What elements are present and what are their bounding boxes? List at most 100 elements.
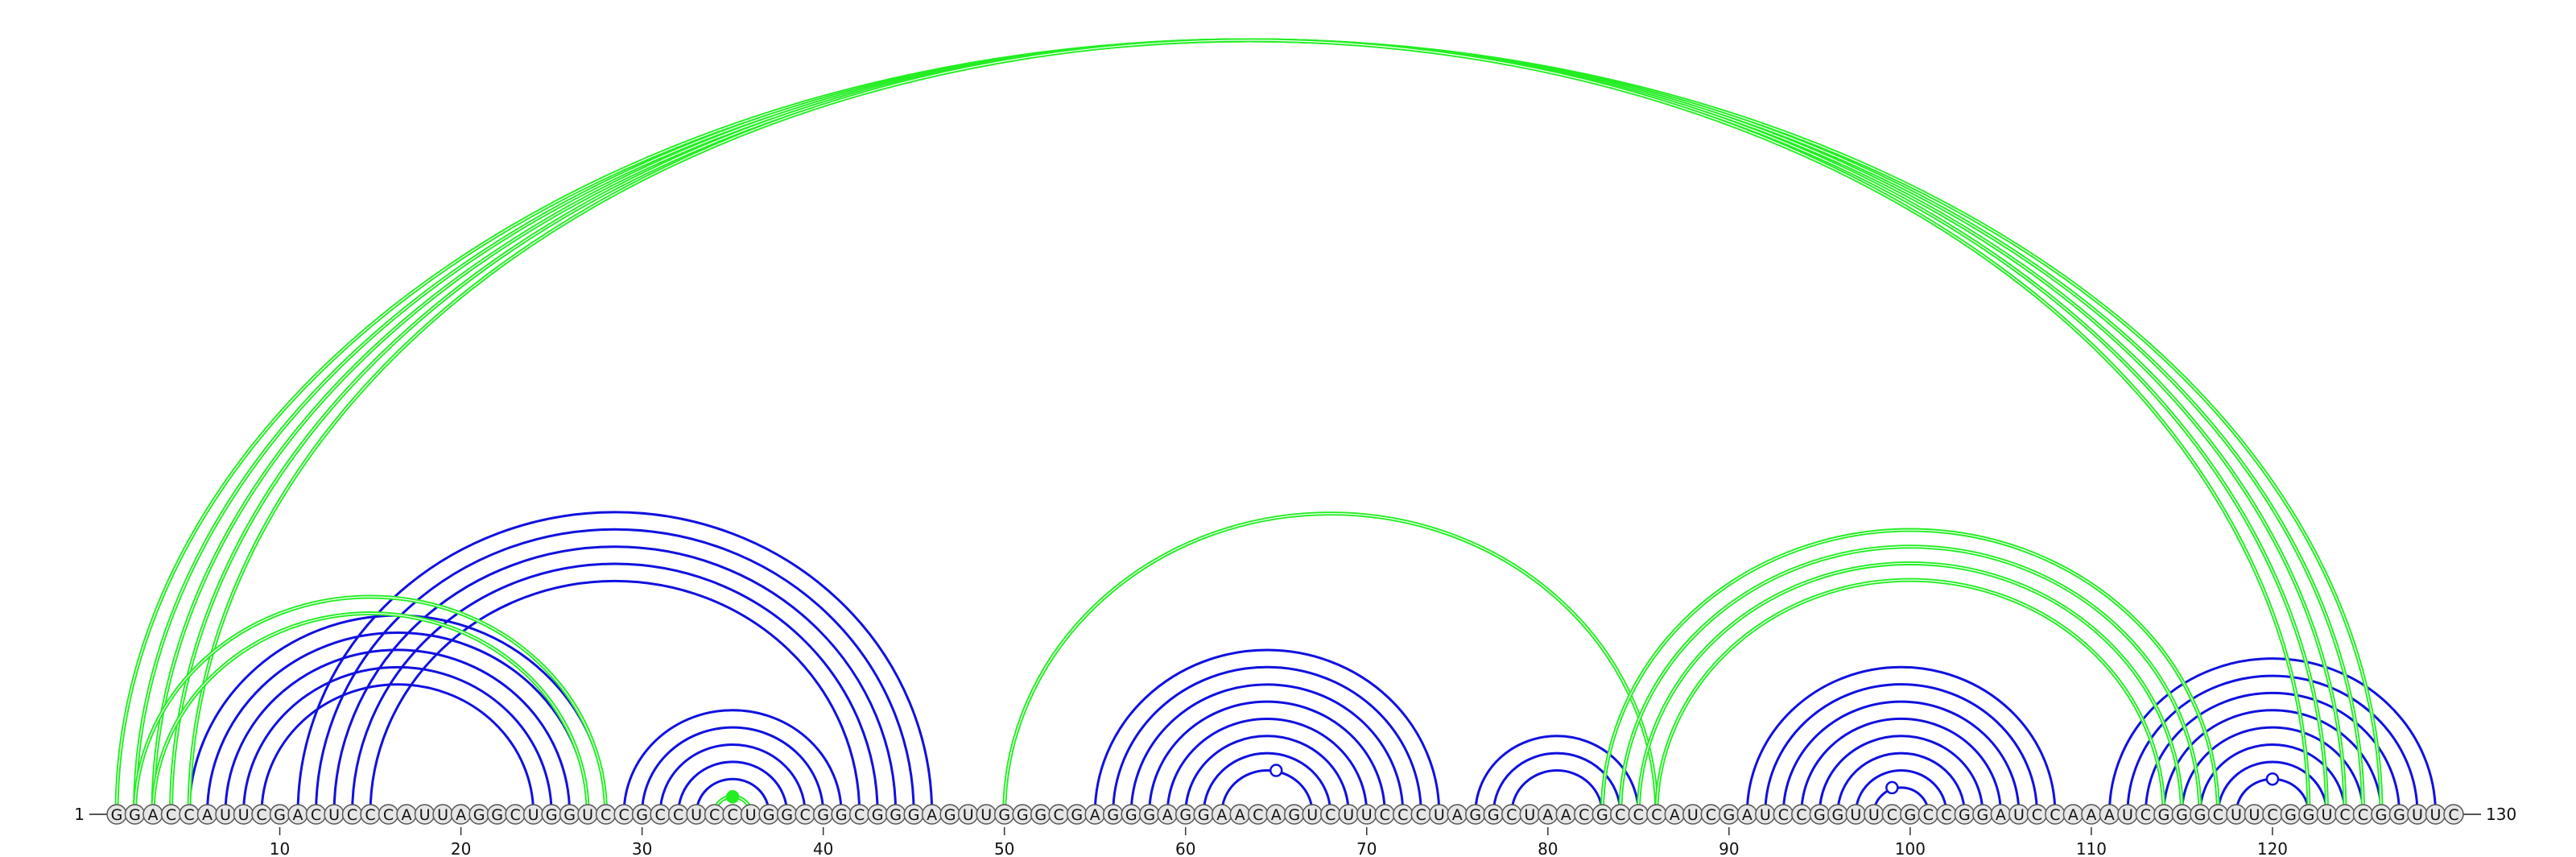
nucleotide-letter: G <box>546 806 558 824</box>
nucleotide-10: G <box>269 804 291 825</box>
tick-label-90: 90 <box>1719 839 1739 857</box>
nucleotide-letter: G <box>1125 806 1137 824</box>
nucleotide-55: A <box>1084 804 1105 825</box>
nucleotide-letter: U <box>1868 806 1880 824</box>
canonical-pair-arc-95-104 <box>1818 735 1984 814</box>
nucleotide-56: G <box>1102 804 1124 825</box>
nucleotide-letter: C <box>601 806 611 824</box>
nucleotide-9: C <box>251 804 272 825</box>
canonical-pair-arc-111-129 <box>2107 657 2437 814</box>
nucleotide-letter: C <box>1397 806 1408 824</box>
nucleotide-104: G <box>1972 804 1993 825</box>
nucleotide-letter: U <box>1687 806 1699 824</box>
nucleotide-letter: U <box>437 806 448 824</box>
canonical-pair-arc-78-83 <box>1510 769 1604 814</box>
nucleotide-13: U <box>324 804 345 825</box>
nucleotide-letter: C <box>1633 806 1644 824</box>
nucleotide-letter: G <box>908 806 920 824</box>
nucleotide-100: G <box>1900 804 1921 825</box>
nucleotide-letter: C <box>800 806 811 824</box>
nucleotide-letter: G <box>763 806 775 824</box>
noncanonical-pair-arc-core-2-125 <box>135 40 2363 814</box>
sequence-end-label: 130 <box>2486 805 2516 824</box>
nucleotide-letter: G <box>1977 806 1989 824</box>
nucleotide-letter: U <box>2322 806 2333 824</box>
tick-label-10: 10 <box>270 839 290 857</box>
nucleotide-letter: G <box>781 806 793 824</box>
noncanonical-pair-arc-core-3-124 <box>152 39 2346 814</box>
canonical-pair-arc-32-38 <box>677 760 789 814</box>
noncanonical-pair-arc-3-124 <box>151 38 2347 814</box>
nucleotide-41: G <box>831 804 852 825</box>
nucleotide-8: U <box>233 804 254 825</box>
nucleotide-letter: A <box>1235 806 1245 824</box>
nucleotide-letter: C <box>673 806 683 824</box>
nucleotide-17: A <box>396 804 417 825</box>
noncanonical-pair-arc-core-5-122 <box>189 40 2309 814</box>
nucleotide-letter: U <box>2412 806 2423 824</box>
canonical-pair-arc-31-39 <box>658 743 807 814</box>
nucleotide-29: C <box>613 804 634 825</box>
nucleotide-106: U <box>2008 804 2029 825</box>
nucleotide-letter: C <box>311 806 321 824</box>
nucleotide-letter: U <box>1524 806 1535 824</box>
nucleotide-letter: G <box>129 806 141 824</box>
nucleotide-letter: C <box>383 806 394 824</box>
nucleotide-32: C <box>667 804 689 825</box>
nucleotide-85: C <box>1628 804 1649 825</box>
nucleotide-36: U <box>740 804 762 825</box>
nucleotide-letter: G <box>1488 806 1500 824</box>
loop-marker-120 <box>2265 772 2280 786</box>
nucleotide-letter: G <box>817 806 829 824</box>
nucleotide-letter: U <box>1307 806 1318 824</box>
nucleotide-letter: A <box>1452 806 1463 824</box>
nucleotide-63: A <box>1229 804 1250 825</box>
nucleotide-84: C <box>1610 804 1631 825</box>
nucleotide-129: U <box>2425 804 2446 825</box>
nucleotide-43: G <box>867 804 888 825</box>
nucleotide-115: G <box>2171 804 2193 825</box>
nucleotide-7: U <box>215 804 236 825</box>
nucleotide-letter: C <box>1325 806 1335 824</box>
nucleotide-64: C <box>1247 804 1269 825</box>
nucleotide-letter: G <box>2158 806 2170 824</box>
nucleotide-121: G <box>2280 804 2301 825</box>
nucleotide-130: C <box>2443 804 2464 825</box>
nucleotide-91: A <box>1736 804 1758 825</box>
nucleotide-49: U <box>976 804 997 825</box>
nucleotide-74: U <box>1429 804 1450 825</box>
nucleotide-39: C <box>795 804 815 825</box>
nucleotide-88: U <box>1682 804 1703 825</box>
nucleotide-110: A <box>2081 804 2102 825</box>
canonical-pair-arc-97-102 <box>1854 769 1948 814</box>
nucleotide-letter: U <box>1361 806 1373 824</box>
canonical-pair-arc-12-45 <box>315 528 915 814</box>
nucleotide-letter: G <box>1905 806 1917 824</box>
nucleotide-21: G <box>469 804 489 825</box>
nucleotide-62: A <box>1211 804 1232 825</box>
nucleotide-letter: C <box>184 806 194 824</box>
nucleotide-letter: C <box>1380 806 1390 824</box>
nucleotide-letter: U <box>238 806 250 824</box>
nucleotide-52: G <box>1030 804 1051 825</box>
nucleotide-letter: U <box>582 806 593 824</box>
canonical-pair-arc-60-69 <box>1184 735 1350 814</box>
canonical-pair-arc-112-128 <box>2126 675 2419 814</box>
nucleotide-letter: G <box>1017 806 1029 824</box>
nucleotide-letter: U <box>2248 806 2260 824</box>
nucleotide-78: C <box>1501 804 1522 825</box>
noncanonical-pair-arc-86-114 <box>1654 578 2166 814</box>
nucleotide-letter: A <box>148 806 159 824</box>
nucleotide-letter: G <box>473 806 485 824</box>
tick-label-120: 120 <box>2257 839 2288 857</box>
nucleotide-letter: G <box>274 806 286 824</box>
nucleotide-96: G <box>1827 804 1848 825</box>
nucleotide-letter: A <box>1090 806 1100 824</box>
nucleotide-61: G <box>1193 804 1214 825</box>
nucleotide-123: U <box>2316 804 2338 825</box>
noncanonical-pair-arc-core-86-114 <box>1656 579 2165 814</box>
canonical-pair-arc-115-125 <box>2180 726 2364 814</box>
canonical-pair-arc-96-103 <box>1836 751 1966 814</box>
tick-label-80: 80 <box>1538 839 1558 857</box>
